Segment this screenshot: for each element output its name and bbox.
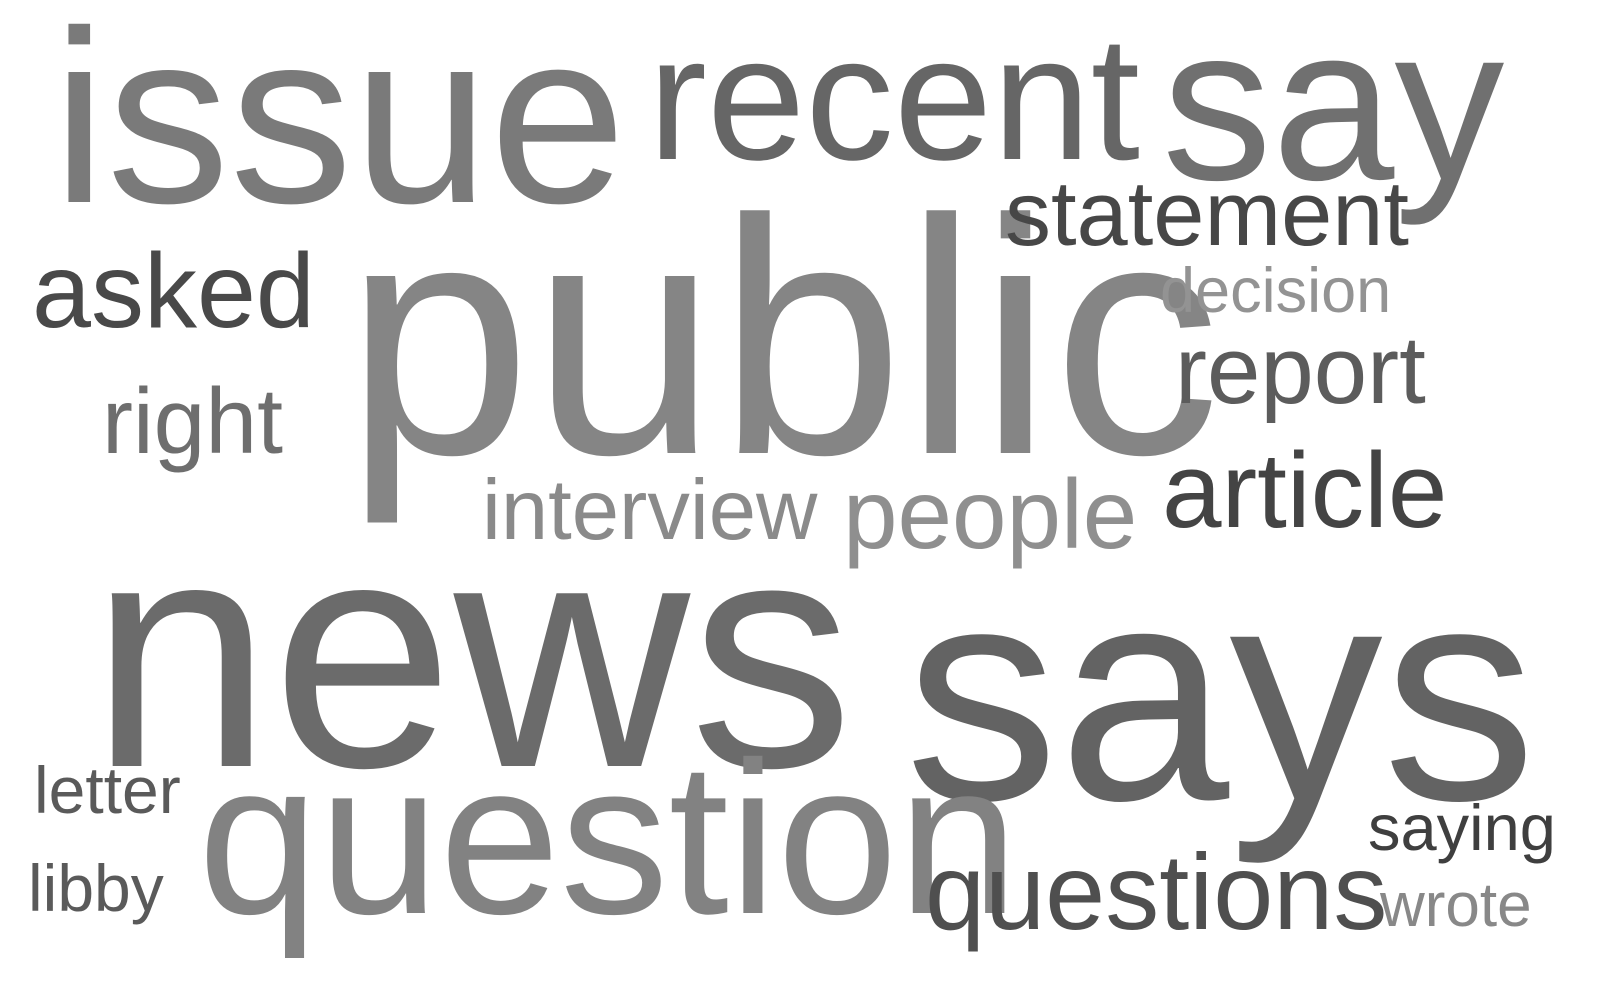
word-recent: recent — [648, 0, 1140, 197]
word-statement: statement — [1005, 163, 1409, 265]
word-saying: saying — [1368, 791, 1556, 864]
word-questions: questions — [925, 831, 1388, 952]
word-decision: decision — [1160, 256, 1392, 326]
word-letter: letter — [34, 753, 181, 827]
word-wrote: wrote — [1380, 871, 1532, 940]
word-article: article — [1162, 430, 1448, 550]
word-report: report — [1175, 317, 1426, 424]
word-say: say — [1162, 0, 1505, 226]
word-interview: interview — [482, 463, 818, 558]
word-asked: asked — [32, 232, 315, 350]
word-issue: issue — [52, 0, 627, 255]
word-libby: libby — [28, 851, 164, 925]
word-question: question — [198, 717, 1019, 959]
word-people: people — [843, 459, 1138, 569]
word-public: public — [345, 150, 1221, 524]
word-news: news — [90, 471, 854, 836]
word-right: right — [102, 369, 283, 473]
word-says: says — [905, 522, 1537, 865]
